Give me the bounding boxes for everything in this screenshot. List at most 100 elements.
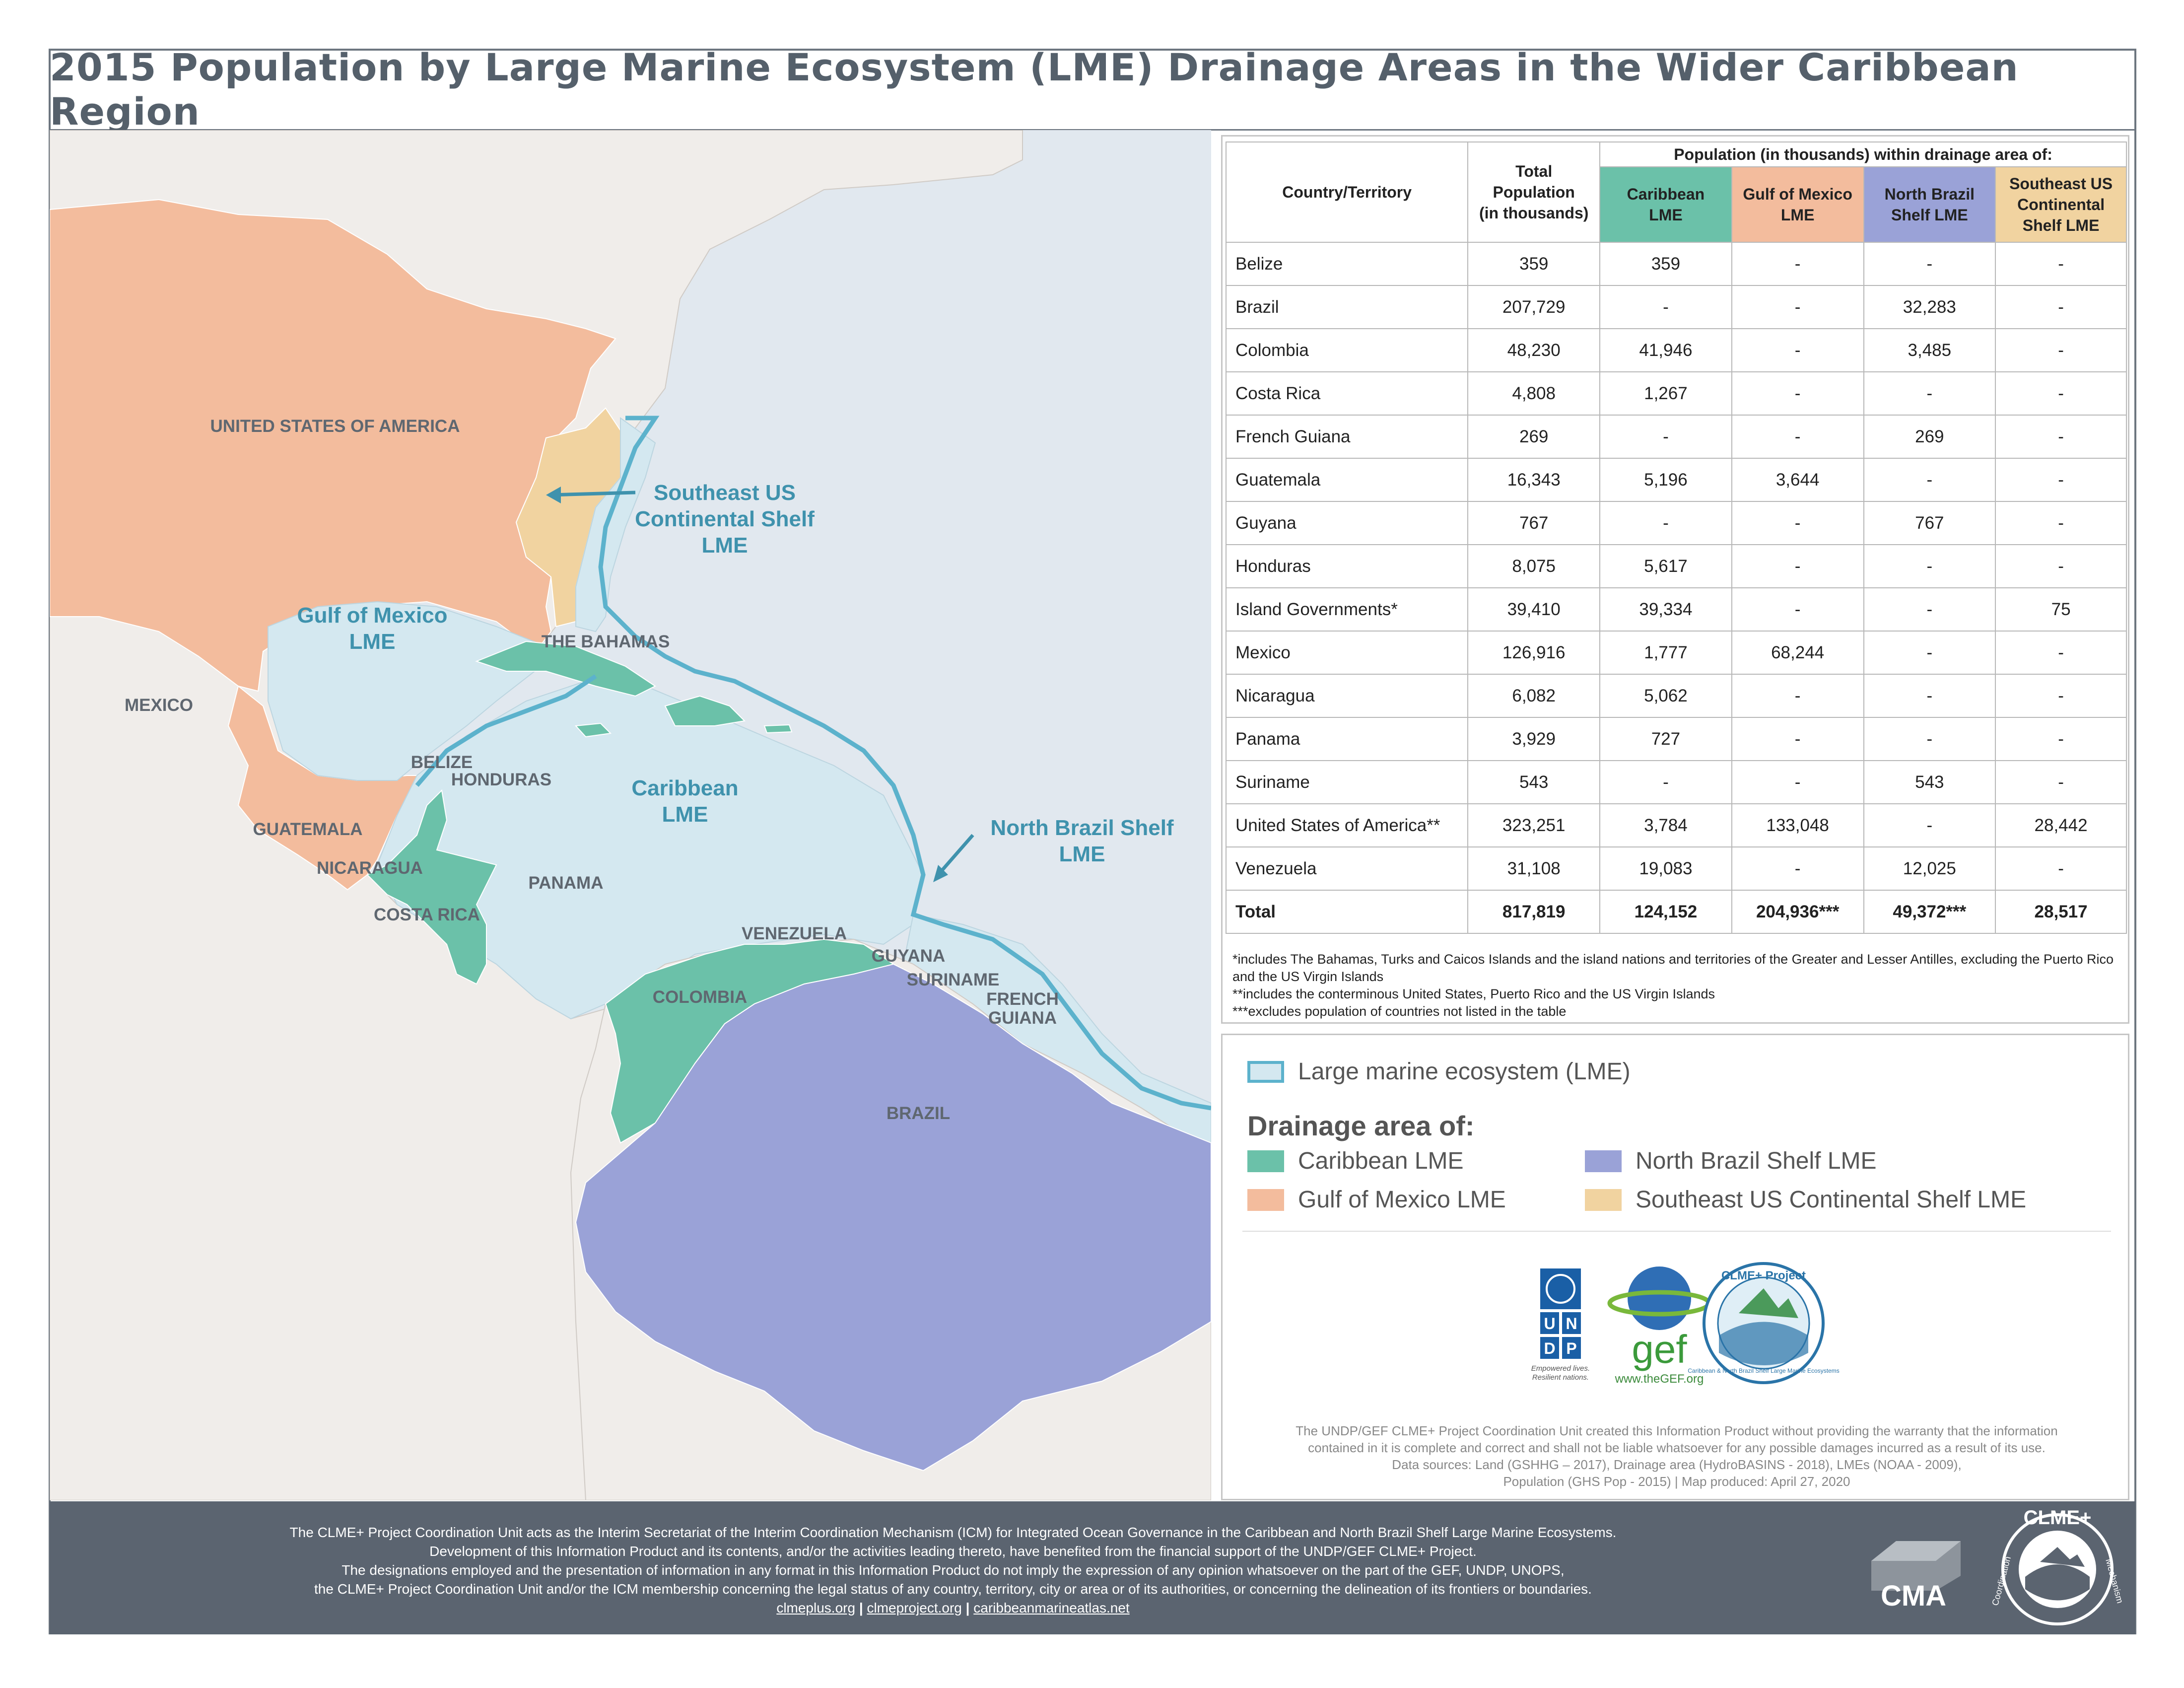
partner-logos: U N D P Empowered lives. Resilient natio…: [1223, 1249, 2128, 1437]
svg-text:Caribbean & North Brazil Shelf: Caribbean & North Brazil Shelf Large Mar…: [1688, 1367, 1839, 1374]
gulf-lme: [268, 601, 547, 781]
disclaimer: The UNDP/GEF CLME+ Project Coordination …: [1232, 1422, 2121, 1490]
table-row: Mexico 126,916 1,777 68,244- -: [1225, 631, 2127, 675]
partner-logos-svg: U N D P Empowered lives. Resilient natio…: [1531, 1262, 1840, 1386]
label-gulf-lme-2: LME: [349, 630, 396, 654]
table-row: Costa Rica 4,808 1,267- - -: [1225, 371, 2127, 416]
svg-text:CLME+ Project: CLME+ Project: [1721, 1269, 1806, 1282]
table-total-row: Total 817,819 124,152 204,936*** 49,372*** 28…: [1225, 890, 2127, 934]
label-bahamas: THE BAHAMAS: [542, 632, 670, 651]
svg-text:N: N: [1566, 1315, 1577, 1333]
map-panel: UNITED STATES OF AMERICA MEXICO THE BAHA…: [50, 130, 1211, 1500]
table-row: Island Governments* 39,410 39,334- -75: [1225, 587, 2127, 632]
legend-lme-swatch: [1247, 1060, 1284, 1083]
southeast-us-lme: [575, 417, 656, 633]
table-row: Guyana 767- -767-: [1225, 501, 2127, 545]
link-clmeproject[interactable]: clmeproject.org: [867, 1600, 962, 1616]
legend-north-brazil: North Brazil Shelf LME: [1585, 1147, 1877, 1175]
footer-links: clmeplus.org | clmeproject.org | caribbe…: [776, 1600, 1130, 1616]
puerto-rico-island: [763, 724, 793, 734]
link-clmeplus[interactable]: clmeplus.org: [776, 1600, 856, 1616]
icm-logo: CLME+ Coordination Mechanism: [1990, 1507, 2124, 1625]
label-guyana: GUYANA: [872, 946, 945, 966]
legend-gulf-swatch: [1247, 1189, 1284, 1211]
label-colombia: COLOMBIA: [653, 987, 748, 1007]
label-belize: BELIZE: [411, 753, 473, 772]
col-header-country: Country/Territory: [1225, 141, 1469, 243]
svg-text:gef: gef: [1632, 1327, 1687, 1371]
svg-text:Empowered lives.: Empowered lives.: [1531, 1364, 1590, 1373]
central-america-caribbean-drainage: [366, 789, 497, 985]
disclaimer-line-2: contained in it is complete and correct …: [1308, 1440, 2046, 1455]
svg-text:www.theGEF.org: www.theGEF.org: [1615, 1372, 1704, 1386]
footer-line-1: The CLME+ Project Coordination Unit acts…: [289, 1525, 1617, 1540]
label-caribbean-lme-1: Caribbean: [631, 776, 738, 800]
north-brazil-lme-arrowhead: [933, 865, 948, 882]
population-table: Country/Territory Total Population (in tho…: [1225, 141, 2127, 934]
svg-text:P: P: [1566, 1339, 1576, 1357]
table-row: Nicaragua 6,082 5,062- - -: [1225, 674, 2127, 718]
svg-text:CLME+: CLME+: [2024, 1507, 2092, 1529]
legend-panel: Large marine ecosystem (LME) Drainage ar…: [1221, 1034, 2129, 1500]
label-nicaragua: NICARAGUA: [317, 858, 423, 878]
col-header-caribbean: Caribbean LME: [1599, 166, 1732, 243]
jamaica-island: [574, 722, 612, 738]
table-notes: *includes The Bahamas, Turks and Caicos …: [1232, 951, 2121, 1020]
legend-lme: Large marine ecosystem (LME): [1247, 1058, 1631, 1085]
north-brazil-lme-arrow: [937, 834, 974, 876]
cma-logo: CMA: [1871, 1541, 1961, 1611]
table-row: Venezuela 31,108 19,083-12,025-: [1225, 846, 2127, 891]
map-produced-line: Population (GHS Pop - 2015) | Map produc…: [1503, 1474, 1850, 1489]
label-costa-rica: COSTA RICA: [374, 905, 480, 924]
label-suriname: SURINAME: [907, 970, 1000, 989]
label-southeast-lme-3: LME: [702, 533, 748, 558]
southeast-lme-arrow: [550, 491, 636, 497]
undp-logo: U N D P Empowered lives. Resilient natio…: [1531, 1268, 1590, 1382]
svg-text:Resilient nations.: Resilient nations.: [1532, 1373, 1589, 1382]
note-2: **includes the conterminous United State…: [1232, 986, 1715, 1001]
lme-boundary-gulf-line: [415, 674, 597, 787]
table-row: Brazil 207,729- -32,283-: [1225, 285, 2127, 329]
clme-project-logo: CLME+ Project Caribbean & North Brazil S…: [1688, 1262, 1840, 1384]
footer: The CLME+ Project Coordination Unit acts…: [50, 1501, 2135, 1634]
col-header-nbs: North Brazil Shelf LME: [1863, 166, 1996, 243]
legend-southeast-swatch: [1585, 1189, 1622, 1211]
north-brazil-drainage: [575, 963, 1211, 1472]
disclaimer-line-1: The UNDP/GEF CLME+ Project Coordination …: [1296, 1423, 2058, 1438]
legend-gulf: Gulf of Mexico LME: [1247, 1186, 1506, 1213]
table-row: Honduras 8,075 5,617- - -: [1225, 544, 2127, 588]
footer-line-2: Development of this Information Product …: [429, 1544, 1477, 1559]
label-french-guiana-2: GUIANA: [988, 1008, 1057, 1028]
cuba-island: [475, 640, 656, 697]
label-honduras: HONDURAS: [451, 770, 551, 789]
svg-text:Coordination: Coordination: [1990, 1555, 2013, 1607]
col-header-gulf: Gulf of Mexico LME: [1731, 166, 1864, 243]
note-1: *includes The Bahamas, Turks and Caicos …: [1232, 952, 2114, 984]
label-guatemala: GUATEMALA: [253, 820, 363, 839]
southeast-lme-arrowhead: [546, 487, 561, 503]
label-panama: PANAMA: [528, 873, 603, 893]
footer-text: The CLME+ Project Coordination Unit acts…: [69, 1523, 1837, 1618]
population-table-panel: Country/Territory Total Population (in tho…: [1221, 135, 2129, 1024]
map-svg: UNITED STATES OF AMERICA MEXICO THE BAHA…: [50, 130, 1211, 1500]
label-gulf-lme-1: Gulf of Mexico: [297, 603, 447, 628]
col-header-se: Southeast US Continental Shelf LME: [1995, 166, 2127, 243]
gef-logo: gef www.theGEF.org: [1607, 1266, 1711, 1386]
table-row: Panama 3,929 727- - -: [1225, 717, 2127, 761]
legend-drainage-heading: Drainage area of:: [1247, 1110, 1475, 1141]
label-caribbean-lme-2: LME: [662, 802, 708, 827]
table-row: French Guiana 269- -269-: [1225, 415, 2127, 459]
footer-line-4: the CLME+ Project Coordination Unit and/…: [314, 1581, 1592, 1597]
link-caribbeanmarineatlas[interactable]: caribbeanmarineatlas.net: [973, 1600, 1130, 1616]
label-southeast-lme-1: Southeast US: [654, 481, 796, 505]
footer-line-3: The designations employed and the presen…: [341, 1562, 1565, 1578]
table-row: Colombia 48,230 41,946-3,485-: [1225, 328, 2127, 372]
title-bar: 2015 Population by Large Marine Ecosyste…: [50, 45, 2135, 134]
label-brazil: BRAZIL: [887, 1104, 950, 1123]
table-row: Guatemala 16,343 5,196 3,644- -: [1225, 458, 2127, 502]
hispaniola-island: [664, 695, 746, 726]
svg-text:U: U: [1544, 1315, 1555, 1333]
label-usa: UNITED STATES OF AMERICA: [210, 417, 460, 436]
note-3: ***excludes population of countries not …: [1232, 1004, 1567, 1019]
legend-southeast: Southeast US Continental Shelf LME: [1585, 1186, 2026, 1213]
